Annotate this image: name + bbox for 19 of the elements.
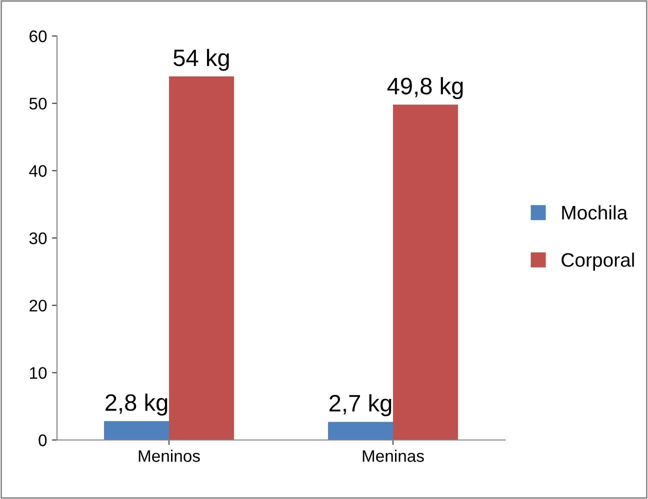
bar [169, 76, 234, 440]
y-tick-label: 0 [38, 434, 47, 446]
x-tick-label: Meninos [138, 450, 200, 462]
bar [393, 104, 458, 440]
y-tick-label: 50 [29, 98, 47, 110]
data-label: 2,7 kg [330, 394, 392, 416]
bar [104, 421, 169, 440]
y-tick-label: 40 [29, 165, 47, 177]
data-label: 54 kg [174, 48, 229, 71]
y-tick-label: 60 [30, 30, 47, 42]
x-tick-label: Meninas [362, 450, 424, 462]
y-tick-label: 10 [30, 367, 47, 379]
data-label: 2,8 kg [106, 394, 168, 416]
y-tick-label: 20 [30, 300, 47, 312]
y-tick-label: 30 [29, 232, 47, 244]
data-label: 49,8 kg [387, 77, 463, 100]
legend-label: Mochila [562, 205, 628, 220]
bar [328, 422, 393, 440]
legend-label: Corporal [562, 252, 634, 271]
